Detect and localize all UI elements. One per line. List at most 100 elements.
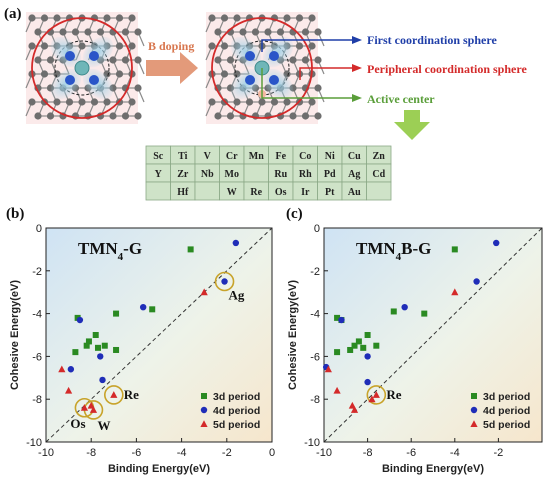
element-symbol: Au xyxy=(348,187,361,198)
data-point xyxy=(364,378,371,386)
periodic-table: Sc Ti V Cr Mn Fe Co Ni Cu Zn Y Zr Nb Mo Ru Rh Pd Ag Cd Hf W R… xyxy=(145,145,392,201)
chart-b: -10 -8 -6 -4 -2 0 0 -2 -4 -6 -8 -10 Binding Energy(e… xyxy=(9,223,275,475)
data-point xyxy=(187,246,194,253)
data-point xyxy=(92,332,99,338)
peripheral-sphere-circle xyxy=(31,17,133,119)
carbon-atom xyxy=(134,28,142,36)
y-tick-label: -10 xyxy=(26,437,42,449)
data-point xyxy=(451,288,459,296)
carbon-atom xyxy=(220,14,229,22)
carbon-atom xyxy=(220,70,229,78)
carbon-atom xyxy=(208,42,216,50)
carbon-atom xyxy=(65,98,74,106)
element-symbol: Zr xyxy=(177,169,189,180)
y-tick-label: -4 xyxy=(32,309,42,321)
data-point xyxy=(368,395,376,403)
element-symbol: Mo xyxy=(225,169,239,180)
carbon-atom xyxy=(283,14,291,22)
element-symbol: V xyxy=(204,151,212,162)
data-point xyxy=(372,391,380,398)
x-tick-label: -10 xyxy=(38,447,54,459)
carbon-atom xyxy=(214,56,222,64)
data-point xyxy=(324,365,332,373)
y-tick-label: -2 xyxy=(310,266,320,278)
annotation-label: W xyxy=(97,418,110,433)
nitrogen-atom xyxy=(65,75,75,85)
nitrogen-atom xyxy=(89,51,99,61)
panel-a: (a) B doping xyxy=(4,6,527,201)
element-symbol: Fe xyxy=(275,151,286,162)
x-tick-label: -10 xyxy=(316,447,332,459)
carbon-atom xyxy=(53,98,61,106)
carbon-atom xyxy=(220,42,229,50)
x-tick-label: -2 xyxy=(222,447,232,459)
legend-label: 3d period xyxy=(213,391,260,403)
element-symbol: Pd xyxy=(324,169,336,180)
legend-label: 3d period xyxy=(483,391,530,403)
element-symbol: Hf xyxy=(177,187,189,198)
carbon-atom xyxy=(71,28,80,36)
data-point xyxy=(65,386,73,394)
legend-label: 4d period xyxy=(213,405,260,417)
carbon-atom xyxy=(34,28,42,36)
chart-title: TMN4B-G xyxy=(356,239,431,263)
panel-c-label: (c) xyxy=(286,206,303,222)
carbon-atom xyxy=(226,56,235,64)
data-point xyxy=(72,349,79,356)
carbon-atom xyxy=(301,28,310,36)
n-blob xyxy=(50,68,82,100)
element-symbol: Ag xyxy=(348,169,360,180)
carbon-atom xyxy=(208,14,216,22)
data-point xyxy=(373,342,380,349)
data-point xyxy=(97,353,104,360)
data-point xyxy=(333,386,341,394)
legend-label: 5d period xyxy=(483,419,530,431)
legend-marker xyxy=(470,420,478,427)
carbon-atom xyxy=(134,56,142,64)
first-sphere-circle xyxy=(54,40,110,96)
carbon-atom xyxy=(308,98,316,106)
legend-label: 5d period xyxy=(213,419,260,431)
callout-first: First coordination sphere xyxy=(261,33,497,52)
data-point xyxy=(87,401,95,409)
carbon-atom xyxy=(264,28,272,36)
y-tick-label: -4 xyxy=(310,309,320,321)
carbon-atom xyxy=(128,98,136,106)
element-symbol: Ru xyxy=(274,169,287,180)
data-point xyxy=(80,403,89,411)
carbon-atom xyxy=(115,70,124,78)
element-cell xyxy=(243,163,269,183)
carbon-atom xyxy=(103,98,111,106)
n-blob xyxy=(50,36,82,68)
panel-b: (b) -10 -8 -6 -4 -2 0 0 -2 -4 -6 -8 -10 Binding Ener… xyxy=(6,206,275,475)
x-tick-label: -4 xyxy=(450,447,460,459)
panel-b-label: (b) xyxy=(6,206,24,222)
x-tick-label: 0 xyxy=(269,447,275,459)
x-axis-label: Binding Energy(eV) xyxy=(382,463,484,475)
carbon-atom xyxy=(128,42,136,50)
x-tick-label: -8 xyxy=(363,447,373,459)
carbon-atom xyxy=(40,70,49,78)
element-symbol: Os xyxy=(275,187,287,198)
data-point xyxy=(401,303,408,311)
down-arrow-icon xyxy=(394,110,430,140)
callout-peripheral-text: Peripheral coordination sphere xyxy=(367,62,527,76)
data-point xyxy=(67,366,75,373)
y-tick-label: -10 xyxy=(304,437,320,449)
carbon-atom xyxy=(276,28,285,36)
y-tick-label: -6 xyxy=(32,351,42,363)
y-tick-label: -8 xyxy=(32,394,42,406)
metal-atom xyxy=(74,60,90,76)
data-point xyxy=(89,406,98,413)
legend-marker xyxy=(200,406,208,414)
element-symbol: Ti xyxy=(178,151,187,162)
carbon-atom xyxy=(59,28,67,36)
n-blob xyxy=(230,68,262,100)
data-point xyxy=(94,344,101,351)
carbon-atom xyxy=(84,28,92,36)
carbon-atom xyxy=(109,112,117,120)
data-point xyxy=(110,391,118,398)
carbon-atom xyxy=(115,14,124,22)
x-axis-label: Binding Energy(eV) xyxy=(108,463,210,475)
y-axis-label: Cohesive Energy(eV) xyxy=(287,280,299,390)
